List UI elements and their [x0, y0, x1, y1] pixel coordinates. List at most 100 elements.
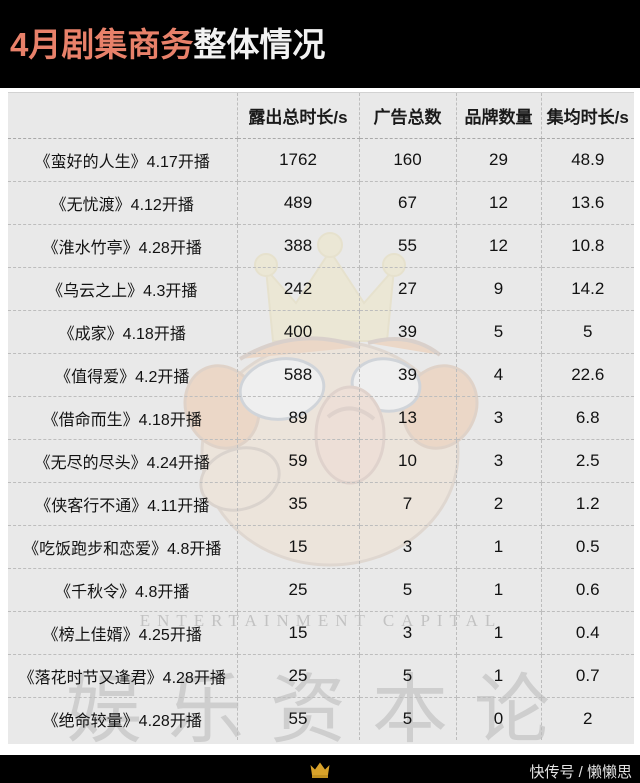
cell-ad-count: 13: [359, 396, 457, 440]
page-title-plain: 整体情况: [193, 25, 326, 63]
table-row: 《蛮好的人生》4.17开播 1762 160 29 48.9: [8, 138, 634, 182]
cell-brand-count: 9: [456, 267, 542, 311]
cell-total-exposure: 89: [237, 396, 360, 440]
cell-brand-count: 3: [456, 439, 542, 483]
cell-brand-count: 12: [456, 181, 542, 225]
cell-brand-count: 1: [456, 525, 542, 569]
table-header-row: 露出总时长/s 广告总数 品牌数量 集均时长/s: [8, 93, 634, 139]
table-panel: ENTERTAINMENT CAPITAL 娱乐资本论 露出总时长/s 广告总数…: [0, 88, 640, 755]
cell-avg-duration: 0.4: [541, 611, 634, 655]
cell-drama-name: 《值得爱》4.2开播: [8, 353, 238, 397]
cell-ad-count: 67: [359, 181, 457, 225]
table-row: 《无忧渡》4.12开播 489 67 12 13.6: [8, 181, 634, 225]
cell-ad-count: 160: [359, 138, 457, 182]
cell-total-exposure: 25: [237, 568, 360, 612]
cell-drama-name: 《蛮好的人生》4.17开播: [8, 138, 238, 182]
cell-ad-count: 5: [359, 568, 457, 612]
cell-ad-count: 7: [359, 482, 457, 526]
cell-total-exposure: 15: [237, 611, 360, 655]
cell-brand-count: 4: [456, 353, 542, 397]
cell-brand-count: 1: [456, 568, 542, 612]
cell-brand-count: 3: [456, 396, 542, 440]
cell-avg-duration: 2: [583, 708, 593, 728]
table-row: 《成家》4.18开播 400 39 5 5: [8, 310, 634, 354]
title-banner: 4月剧集商务整体情况: [0, 0, 640, 88]
cell-brand-count: 1: [456, 654, 542, 698]
cell-drama-name: 《榜上佳婿》4.25开播: [8, 611, 238, 655]
cell-drama-name: 《成家》4.18开播: [8, 310, 238, 354]
cell-brand-count: 2: [456, 482, 542, 526]
cell-drama-name: 《侠客行不通》4.11开播: [8, 482, 238, 526]
table-container: ENTERTAINMENT CAPITAL 娱乐资本论 露出总时长/s 广告总数…: [8, 92, 634, 744]
cell-avg-duration: 5: [541, 310, 634, 354]
cell-total-exposure: 15: [237, 525, 360, 569]
cell-drama-name: 《绝命较量》4.28开播: [8, 697, 238, 740]
header-cell-ad-count: 广告总数: [359, 93, 457, 139]
cell-drama-name: 《千秋令》4.8开播: [8, 568, 238, 612]
cell-ad-count: 55: [359, 224, 457, 268]
cell-drama-name: 《借命而生》4.18开播: [8, 396, 238, 440]
cell-drama-name: 《淮水竹亭》4.28开播: [8, 224, 238, 268]
crown-icon: [310, 762, 330, 778]
page-title: 4月剧集商务整体情况: [10, 28, 325, 61]
cell-total-exposure: 25: [237, 654, 360, 698]
cell-total-exposure: 1762: [237, 138, 360, 182]
cell-total-exposure: 35: [237, 482, 360, 526]
cell-avg-duration: 2.5: [541, 439, 634, 483]
cell-avg-duration: 0.5: [541, 525, 634, 569]
cell-ad-count: 10: [359, 439, 457, 483]
cell-ad-count: 5: [359, 654, 457, 698]
cell-brand-count: 5: [456, 310, 542, 354]
cell-avg-duration: 22.6: [541, 353, 634, 397]
cell-total-exposure: 55: [237, 697, 360, 740]
page-title-accent: 4月剧集商务: [10, 25, 194, 63]
cell-avg-duration: 13.6: [541, 181, 634, 225]
cell-brand-count: 29: [456, 138, 542, 182]
cell-drama-name: 《无尽的尽头》4.24开播: [8, 439, 238, 483]
table-row: 《侠客行不通》4.11开播 35 7 2 1.2: [8, 482, 634, 526]
cell-total-exposure: 59: [237, 439, 360, 483]
cell-avg-duration: 1.2: [541, 482, 634, 526]
cell-drama-name: 《吃饭跑步和恋爱》4.8开播: [8, 525, 238, 569]
cell-avg-duration: 14.2: [541, 267, 634, 311]
cell-brand-count: 1: [456, 611, 542, 655]
table-row: 《值得爱》4.2开播 588 39 4 22.6: [8, 353, 634, 397]
table-row: 《乌云之上》4.3开播 242 27 9 14.2: [8, 267, 634, 311]
cell-avg-duration: 6.8: [541, 396, 634, 440]
cell-avg-duration: 48.9: [541, 138, 634, 182]
header-cell-avg-duration: 集均时长/s: [541, 93, 634, 139]
cell-brand-count: 0: [456, 697, 542, 740]
cell-drama-name: 《无忧渡》4.12开播: [8, 181, 238, 225]
cell-brand-count: 12: [456, 224, 542, 268]
cell-ad-count: 39: [359, 310, 457, 354]
footer-credit-text: 快传号 / 懒懒思: [529, 764, 632, 781]
table-row: 《榜上佳婿》4.25开播 15 3 1 0.4: [8, 611, 634, 655]
header-cell-total-exposure: 露出总时长/s: [237, 93, 360, 139]
cell-avg-duration: 0.6: [541, 568, 634, 612]
header-cell-brand-count: 品牌数量: [456, 93, 542, 139]
cell-ad-count: 5: [359, 697, 457, 740]
cell-total-exposure: 588: [237, 353, 360, 397]
table-row: 《落花时节又逢君》4.28开播 25 5 1 0.7: [8, 654, 634, 698]
table-row: 《无尽的尽头》4.24开播 59 10 3 2.5: [8, 439, 634, 483]
cell-drama-name: 《落花时节又逢君》4.28开播: [8, 654, 238, 698]
table-row: 《吃饭跑步和恋爱》4.8开播 15 3 1 0.5: [8, 525, 634, 569]
cell-total-exposure: 400: [237, 310, 360, 354]
cell-total-exposure: 388: [237, 224, 360, 268]
table-row: 《借命而生》4.18开播 89 13 3 6.8: [8, 396, 634, 440]
cell-ad-count: 3: [359, 611, 457, 655]
table-body: 《蛮好的人生》4.17开播 1762 160 29 48.9 《无忧渡》4.12…: [8, 138, 634, 740]
table-row: 《绝命较量》4.28开播 55 5 0 2: [8, 697, 634, 740]
table-row: 《淮水竹亭》4.28开播 388 55 12 10.8: [8, 224, 634, 268]
cell-drama-name: 《乌云之上》4.3开播: [8, 267, 238, 311]
table-row: 《千秋令》4.8开播 25 5 1 0.6: [8, 568, 634, 612]
drama-business-table: 露出总时长/s 广告总数 品牌数量 集均时长/s 《蛮好的人生》4.17开播 1…: [8, 93, 634, 740]
footer-bar: 快传号 / 懒懒思: [0, 755, 640, 783]
cell-ad-count: 39: [359, 353, 457, 397]
cell-ad-count: 3: [359, 525, 457, 569]
cell-avg-duration: 10.8: [541, 224, 634, 268]
cell-avg-duration: 0.7: [541, 654, 634, 698]
header-cell-name: [8, 93, 238, 139]
cell-total-exposure: 489: [237, 181, 360, 225]
table-header: 露出总时长/s 广告总数 品牌数量 集均时长/s: [8, 93, 634, 139]
